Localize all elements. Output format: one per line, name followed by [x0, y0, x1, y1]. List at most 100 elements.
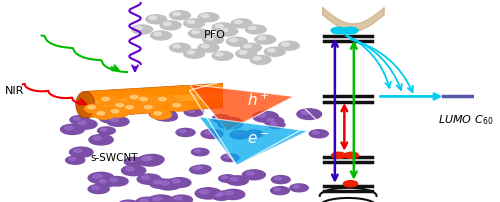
- Circle shape: [100, 129, 107, 131]
- Circle shape: [253, 112, 278, 123]
- Circle shape: [312, 132, 320, 134]
- Circle shape: [176, 129, 195, 137]
- Circle shape: [195, 188, 222, 199]
- Circle shape: [248, 27, 256, 31]
- Circle shape: [274, 177, 281, 180]
- Circle shape: [135, 27, 142, 31]
- Circle shape: [240, 44, 262, 53]
- Circle shape: [234, 21, 242, 24]
- Circle shape: [69, 158, 75, 161]
- Circle shape: [112, 103, 134, 112]
- Text: $h^+$: $h^+$: [247, 91, 270, 109]
- Circle shape: [258, 37, 266, 41]
- Circle shape: [244, 45, 252, 49]
- Circle shape: [246, 172, 254, 175]
- Circle shape: [126, 167, 134, 171]
- Circle shape: [156, 97, 176, 105]
- Circle shape: [162, 115, 168, 118]
- Circle shape: [150, 32, 172, 41]
- Circle shape: [331, 28, 346, 35]
- Circle shape: [92, 174, 102, 178]
- Circle shape: [98, 127, 116, 135]
- Circle shape: [224, 156, 230, 158]
- Circle shape: [98, 97, 119, 105]
- Circle shape: [154, 110, 163, 114]
- Circle shape: [216, 117, 222, 119]
- Circle shape: [164, 23, 171, 26]
- Circle shape: [216, 25, 223, 28]
- Circle shape: [144, 156, 153, 160]
- Circle shape: [264, 48, 285, 57]
- Circle shape: [149, 108, 176, 120]
- Circle shape: [74, 118, 80, 120]
- Circle shape: [212, 115, 230, 123]
- Circle shape: [150, 179, 172, 188]
- Circle shape: [218, 193, 224, 195]
- Circle shape: [106, 177, 128, 186]
- Circle shape: [158, 113, 166, 116]
- Circle shape: [64, 126, 73, 130]
- Circle shape: [142, 176, 150, 180]
- Polygon shape: [86, 84, 222, 118]
- Circle shape: [66, 156, 85, 164]
- Circle shape: [136, 197, 160, 202]
- Circle shape: [153, 111, 177, 121]
- Circle shape: [212, 24, 233, 33]
- Circle shape: [226, 176, 248, 185]
- Circle shape: [148, 195, 174, 202]
- Circle shape: [258, 114, 266, 118]
- Circle shape: [190, 166, 209, 174]
- Circle shape: [188, 30, 210, 39]
- Circle shape: [216, 194, 222, 197]
- Circle shape: [149, 17, 157, 20]
- Circle shape: [220, 29, 228, 33]
- Circle shape: [141, 105, 162, 114]
- Circle shape: [184, 20, 204, 29]
- Circle shape: [99, 113, 124, 123]
- Circle shape: [268, 49, 275, 53]
- Circle shape: [192, 31, 200, 35]
- Circle shape: [206, 37, 214, 41]
- Circle shape: [112, 110, 119, 113]
- Circle shape: [127, 95, 148, 103]
- Circle shape: [293, 185, 300, 188]
- Circle shape: [270, 187, 289, 195]
- Circle shape: [132, 26, 152, 35]
- Circle shape: [89, 135, 113, 145]
- Circle shape: [194, 165, 211, 173]
- Circle shape: [160, 22, 181, 31]
- Circle shape: [221, 154, 239, 162]
- Circle shape: [104, 115, 112, 118]
- Circle shape: [230, 178, 238, 181]
- Circle shape: [84, 105, 105, 114]
- Polygon shape: [86, 93, 222, 109]
- Circle shape: [107, 117, 129, 127]
- Circle shape: [310, 130, 328, 138]
- Circle shape: [137, 174, 161, 184]
- Polygon shape: [199, 117, 308, 166]
- Text: $e^-$: $e^-$: [247, 131, 269, 146]
- Circle shape: [156, 179, 181, 190]
- Circle shape: [154, 181, 161, 184]
- Circle shape: [222, 121, 230, 124]
- Circle shape: [224, 120, 232, 123]
- Circle shape: [221, 189, 245, 200]
- Circle shape: [128, 159, 135, 162]
- Circle shape: [202, 45, 209, 49]
- Circle shape: [130, 96, 138, 99]
- Circle shape: [202, 15, 209, 18]
- Circle shape: [200, 190, 209, 194]
- Circle shape: [216, 54, 223, 57]
- Circle shape: [297, 109, 322, 120]
- Circle shape: [218, 119, 242, 129]
- Circle shape: [136, 97, 158, 105]
- Circle shape: [74, 149, 82, 153]
- Circle shape: [222, 176, 228, 179]
- Circle shape: [124, 158, 144, 166]
- Circle shape: [220, 118, 242, 127]
- Text: NIR: NIR: [4, 86, 24, 96]
- Circle shape: [88, 185, 109, 194]
- Circle shape: [110, 178, 118, 182]
- Circle shape: [102, 98, 110, 101]
- Circle shape: [170, 44, 190, 53]
